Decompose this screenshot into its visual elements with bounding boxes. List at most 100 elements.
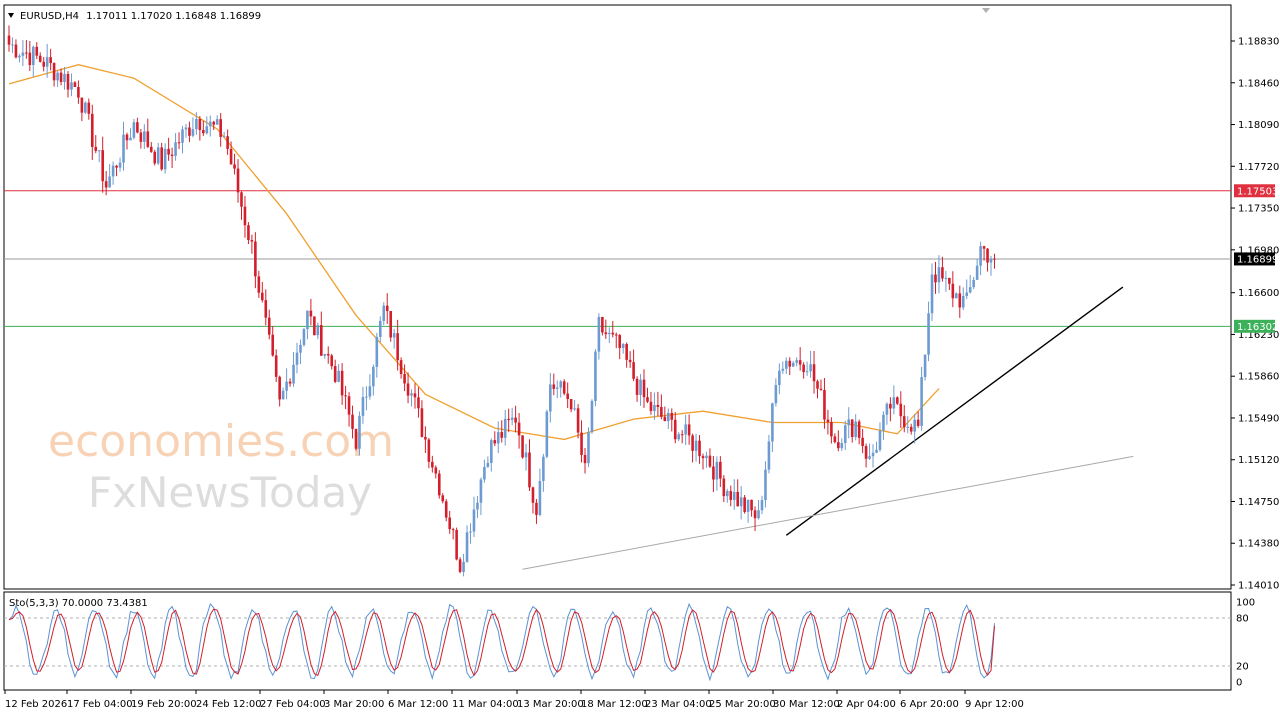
y-tick-label: 1.14010 xyxy=(1238,581,1279,592)
current-price-tag: 1.16899 xyxy=(1234,252,1278,266)
candle xyxy=(670,408,674,432)
x-tick-label: 25 Mar 20:00 xyxy=(709,699,776,710)
candle xyxy=(396,319,399,371)
candle xyxy=(788,357,792,375)
candle xyxy=(514,405,517,433)
candle xyxy=(611,320,615,338)
candle xyxy=(84,101,87,114)
candle xyxy=(351,405,354,439)
candle xyxy=(455,527,458,561)
candle xyxy=(413,383,417,409)
candle xyxy=(271,326,275,357)
x-tick-label: 23 Mar 04:00 xyxy=(645,699,712,710)
candle xyxy=(882,411,885,440)
candle xyxy=(937,255,941,294)
candle xyxy=(184,124,188,138)
candle xyxy=(264,289,268,326)
candle xyxy=(18,53,21,63)
candle xyxy=(125,132,129,150)
candle xyxy=(118,157,122,172)
candle xyxy=(868,443,871,460)
candle xyxy=(285,368,288,400)
candle xyxy=(656,391,660,417)
x-tick-label: 6 Apr 20:00 xyxy=(900,699,959,710)
candle xyxy=(906,416,910,434)
price-panel[interactable] xyxy=(3,4,1232,590)
candle xyxy=(375,332,379,378)
candle xyxy=(233,153,236,175)
candle xyxy=(56,70,59,87)
candle xyxy=(986,248,989,272)
candle xyxy=(812,351,816,394)
candle xyxy=(608,327,611,344)
symbol-dropdown-icon[interactable] xyxy=(8,13,14,18)
x-tick-label: 9 Apr 12:00 xyxy=(965,699,1024,710)
candle xyxy=(961,287,965,311)
y-tick-label: 1.18830 xyxy=(1238,37,1279,48)
candle xyxy=(507,408,510,433)
candle xyxy=(667,408,670,429)
moving-average-line xyxy=(8,64,940,441)
stochastic-panel[interactable] xyxy=(3,591,1232,691)
candle xyxy=(944,271,948,292)
candle xyxy=(486,456,490,468)
chart-shift-marker[interactable] xyxy=(982,8,990,13)
candle xyxy=(580,420,583,463)
candle xyxy=(392,328,396,349)
candle xyxy=(805,361,809,376)
svg-text:1.16899: 1.16899 xyxy=(1237,254,1278,265)
long-uptrend-trendline[interactable] xyxy=(522,455,1134,570)
svg-text:1.16302: 1.16302 xyxy=(1237,322,1278,333)
candle xyxy=(38,52,42,63)
candle xyxy=(587,427,590,468)
candle xyxy=(743,494,746,514)
candle xyxy=(601,316,604,336)
candle xyxy=(250,234,254,254)
candle xyxy=(149,142,153,153)
candle xyxy=(261,282,264,303)
candle xyxy=(274,349,278,382)
candle xyxy=(382,302,386,326)
candle xyxy=(663,406,667,422)
stochastic-label: Sto(5,3,3) 70.0000 73.4381 xyxy=(9,598,148,609)
candle xyxy=(736,479,739,507)
candle xyxy=(177,132,181,150)
candle xyxy=(864,443,868,468)
candle xyxy=(90,104,94,160)
candle xyxy=(451,527,455,540)
candle xyxy=(715,456,719,491)
primary-uptrend-trendline[interactable] xyxy=(785,286,1124,536)
stochastic-level-label: 100 xyxy=(1236,598,1255,609)
candle xyxy=(358,411,361,456)
candle xyxy=(614,332,618,349)
candle xyxy=(496,421,500,454)
candle xyxy=(642,369,646,408)
candle xyxy=(469,523,472,544)
y-tick-label: 1.17350 xyxy=(1238,204,1279,215)
candle xyxy=(240,191,243,220)
candle xyxy=(746,499,750,523)
candle xyxy=(823,377,826,429)
x-tick-label: 11 Mar 04:00 xyxy=(452,699,519,710)
candle xyxy=(35,42,39,60)
candle xyxy=(205,116,209,135)
candle xyxy=(781,361,785,374)
svg-text:1.17503: 1.17503 xyxy=(1237,186,1278,197)
candle xyxy=(684,414,687,446)
candle xyxy=(694,433,698,462)
candle xyxy=(941,256,944,282)
candle xyxy=(309,298,313,326)
candle xyxy=(45,43,49,78)
candle xyxy=(222,131,226,138)
candle xyxy=(146,118,150,149)
candle xyxy=(434,465,438,479)
y-tick-label: 1.18090 xyxy=(1238,120,1279,131)
y-tick-label: 1.16230 xyxy=(1238,330,1279,341)
candle xyxy=(7,25,11,52)
candle xyxy=(795,357,798,367)
candle xyxy=(958,285,962,318)
candle xyxy=(968,274,972,294)
candle xyxy=(701,453,705,470)
candle xyxy=(344,385,347,410)
